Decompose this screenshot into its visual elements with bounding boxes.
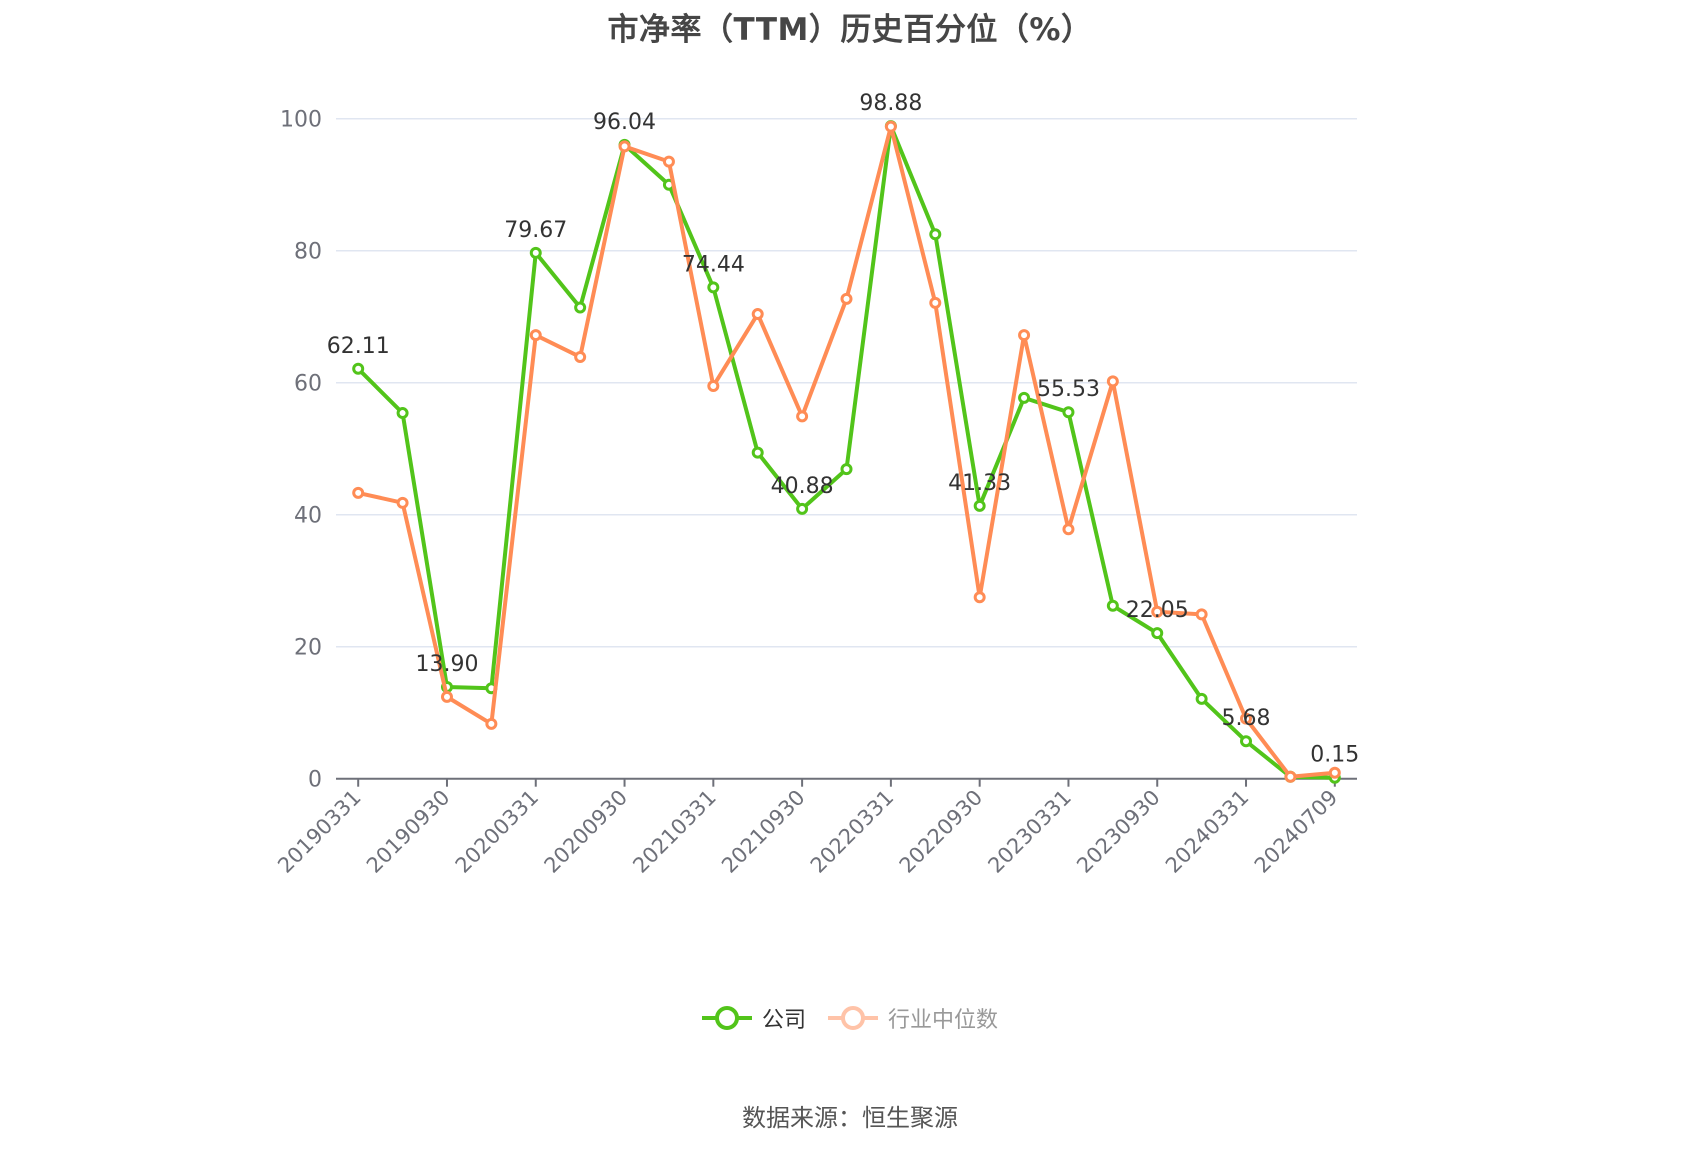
data-point[interactable] <box>1240 735 1253 748</box>
y-tick-label: 60 <box>294 372 322 397</box>
data-point[interactable] <box>1018 329 1031 342</box>
data-point[interactable] <box>574 301 587 314</box>
data-point[interactable] <box>973 591 986 604</box>
data-point[interactable] <box>1195 692 1208 705</box>
data-point[interactable] <box>929 228 942 241</box>
data-point[interactable] <box>840 292 853 305</box>
data-point[interactable] <box>352 362 365 375</box>
series-company <box>352 120 1341 784</box>
legend: 公司 行业中位数 <box>0 1002 1700 1034</box>
data-point[interactable] <box>751 446 764 459</box>
data-label: 13.90 <box>415 652 478 677</box>
data-label: 79.67 <box>504 218 567 243</box>
data-source-footer: 数据来源：恒生聚源 <box>742 1104 958 1132</box>
data-point[interactable] <box>529 246 542 259</box>
data-point[interactable] <box>840 463 853 476</box>
series-group <box>352 120 1341 784</box>
data-point[interactable] <box>707 281 720 294</box>
y-tick-label: 40 <box>294 504 322 529</box>
legend-label-industry-median: 行业中位数 <box>888 1008 999 1033</box>
data-point[interactable] <box>618 140 631 153</box>
data-point[interactable] <box>1240 712 1253 725</box>
legend-line-circle-icon <box>701 1006 752 1030</box>
data-label: 96.04 <box>593 110 656 135</box>
y-axis: 0 20 40 60 80 100 <box>280 108 322 793</box>
data-point[interactable] <box>396 496 409 509</box>
legend-item-company[interactable]: 公司 <box>701 1002 806 1034</box>
data-label: 55.53 <box>1037 377 1100 402</box>
x-tick-label: 20190930 <box>362 785 455 878</box>
y-tick-label: 0 <box>308 768 322 793</box>
data-point[interactable] <box>884 120 897 133</box>
legend-line-circle-icon <box>828 1006 878 1030</box>
data-label: 74.44 <box>682 252 745 277</box>
data-point[interactable] <box>1151 627 1164 640</box>
gridlines <box>336 117 1357 648</box>
x-tick-label: 20210930 <box>717 785 810 878</box>
data-point[interactable] <box>707 380 720 392</box>
y-tick-label: 100 <box>280 108 322 133</box>
data-label: 5.68 <box>1222 706 1271 731</box>
data-point[interactable] <box>574 350 587 363</box>
data-label: 62.11 <box>327 334 390 359</box>
y-tick-label: 20 <box>294 636 322 661</box>
x-tick-label: 20190331 <box>273 785 366 878</box>
data-point[interactable] <box>352 486 365 499</box>
data-point[interactable] <box>1328 766 1341 779</box>
data-point[interactable] <box>529 329 542 342</box>
data-point[interactable] <box>440 690 453 703</box>
x-tick-label: 20200930 <box>540 785 633 878</box>
x-tick-label: 20220331 <box>806 785 899 878</box>
chart-title: 市净率（TTM）历史百分位（%） <box>607 12 1093 48</box>
data-point[interactable] <box>1062 406 1075 419</box>
data-label: 40.88 <box>771 474 834 499</box>
data-point[interactable] <box>796 410 809 423</box>
data-point[interactable] <box>1018 391 1031 404</box>
data-point[interactable] <box>1106 375 1119 388</box>
x-tick-label: 20200331 <box>451 785 544 878</box>
x-tick-label: 20230331 <box>983 785 1076 878</box>
x-axis: 2019033120190930202003312020093020210331… <box>273 777 1357 878</box>
data-point[interactable] <box>485 717 498 730</box>
data-point[interactable] <box>751 308 764 321</box>
data-point[interactable] <box>1284 770 1297 783</box>
x-tick-label: 20220930 <box>895 785 988 878</box>
series-industry-median <box>352 120 1341 783</box>
data-label: 0.15 <box>1310 743 1359 768</box>
data-point[interactable] <box>973 499 986 512</box>
data-point[interactable] <box>1106 599 1119 612</box>
data-point[interactable] <box>796 502 809 515</box>
legend-item-industry-median[interactable]: 行业中位数 <box>828 1002 998 1034</box>
data-point[interactable] <box>396 407 409 420</box>
data-point[interactable] <box>929 296 942 309</box>
data-point[interactable] <box>1195 608 1208 621</box>
x-tick-label: 20210331 <box>628 785 721 878</box>
x-tick-label: 20240331 <box>1161 785 1254 878</box>
data-point[interactable] <box>1062 523 1075 536</box>
legend-label-company: 公司 <box>761 1008 806 1033</box>
data-labels: 62.11 13.90 79.67 96.04 74.44 40.88 98.88 41.33… <box>327 91 1360 768</box>
data-label: 98.88 <box>859 91 922 116</box>
y-tick-label: 80 <box>294 240 322 265</box>
x-tick-label: 20240709 <box>1250 785 1343 878</box>
data-label: 22.05 <box>1126 598 1189 623</box>
data-point[interactable] <box>662 155 675 168</box>
data-point[interactable] <box>1151 605 1164 618</box>
x-tick-label: 20230930 <box>1072 785 1165 878</box>
data-label: 41.33 <box>948 471 1011 496</box>
